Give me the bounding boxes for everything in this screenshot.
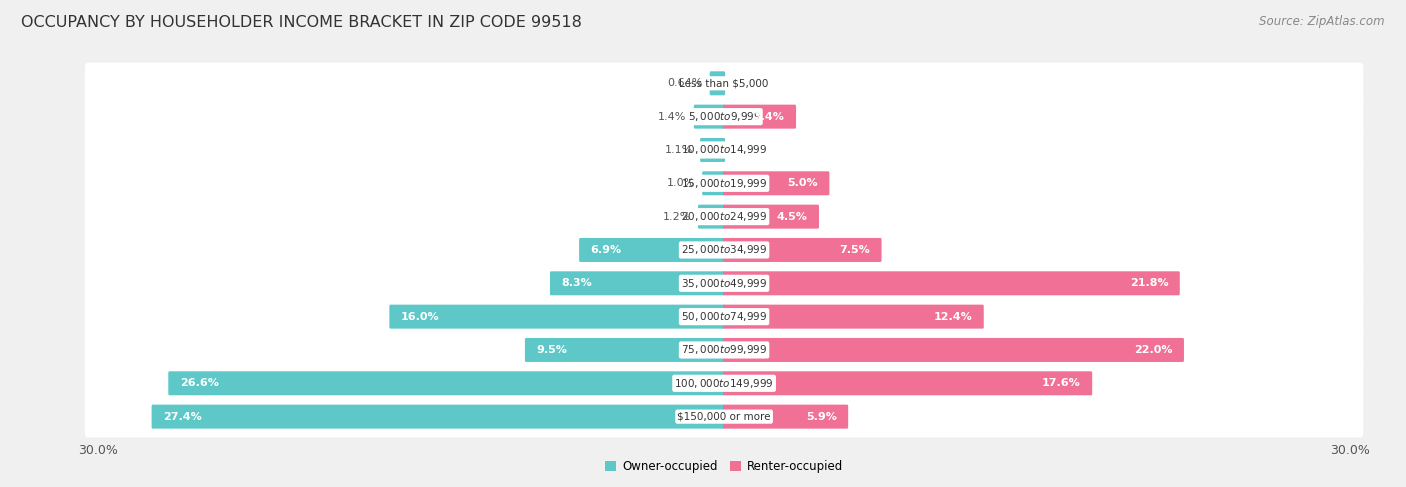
FancyBboxPatch shape xyxy=(723,271,1180,295)
Text: 3.4%: 3.4% xyxy=(754,112,785,122)
FancyBboxPatch shape xyxy=(579,238,725,262)
Text: 0.64%: 0.64% xyxy=(666,78,703,88)
FancyBboxPatch shape xyxy=(723,205,818,228)
Text: 21.8%: 21.8% xyxy=(1129,278,1168,288)
FancyBboxPatch shape xyxy=(169,371,725,395)
Text: 8.3%: 8.3% xyxy=(561,278,592,288)
Text: 12.4%: 12.4% xyxy=(934,312,973,321)
Text: 5.0%: 5.0% xyxy=(787,178,818,188)
FancyBboxPatch shape xyxy=(723,238,882,262)
Text: Less than $5,000: Less than $5,000 xyxy=(679,78,769,88)
Text: 9.5%: 9.5% xyxy=(536,345,567,355)
FancyBboxPatch shape xyxy=(693,105,725,129)
Legend: Owner-occupied, Renter-occupied: Owner-occupied, Renter-occupied xyxy=(600,455,848,477)
Text: 1.4%: 1.4% xyxy=(658,112,686,122)
Text: OCCUPANCY BY HOUSEHOLDER INCOME BRACKET IN ZIP CODE 99518: OCCUPANCY BY HOUSEHOLDER INCOME BRACKET … xyxy=(21,15,582,30)
FancyBboxPatch shape xyxy=(723,371,1092,395)
Text: Source: ZipAtlas.com: Source: ZipAtlas.com xyxy=(1260,15,1385,28)
FancyBboxPatch shape xyxy=(84,196,1364,237)
Text: $100,000 to $149,999: $100,000 to $149,999 xyxy=(675,377,773,390)
FancyBboxPatch shape xyxy=(700,138,725,162)
FancyBboxPatch shape xyxy=(84,262,1364,304)
Text: $15,000 to $19,999: $15,000 to $19,999 xyxy=(681,177,768,190)
FancyBboxPatch shape xyxy=(723,338,1184,362)
Text: $50,000 to $74,999: $50,000 to $74,999 xyxy=(681,310,768,323)
Text: $35,000 to $49,999: $35,000 to $49,999 xyxy=(681,277,768,290)
FancyBboxPatch shape xyxy=(84,163,1364,204)
Text: 6.9%: 6.9% xyxy=(591,245,621,255)
Text: $10,000 to $14,999: $10,000 to $14,999 xyxy=(681,144,768,156)
FancyBboxPatch shape xyxy=(84,296,1364,337)
FancyBboxPatch shape xyxy=(702,171,725,195)
Text: 1.2%: 1.2% xyxy=(662,212,690,222)
FancyBboxPatch shape xyxy=(723,405,848,429)
FancyBboxPatch shape xyxy=(723,171,830,195)
Text: 22.0%: 22.0% xyxy=(1135,345,1173,355)
Text: 4.5%: 4.5% xyxy=(776,212,807,222)
FancyBboxPatch shape xyxy=(84,63,1364,104)
Text: 27.4%: 27.4% xyxy=(163,412,202,422)
FancyBboxPatch shape xyxy=(550,271,725,295)
Text: $150,000 or more: $150,000 or more xyxy=(678,412,770,422)
Text: $20,000 to $24,999: $20,000 to $24,999 xyxy=(681,210,768,223)
Text: 7.5%: 7.5% xyxy=(839,245,870,255)
Text: 1.1%: 1.1% xyxy=(665,145,693,155)
FancyBboxPatch shape xyxy=(84,229,1364,271)
FancyBboxPatch shape xyxy=(84,396,1364,437)
Text: 5.9%: 5.9% xyxy=(806,412,837,422)
FancyBboxPatch shape xyxy=(723,305,984,329)
FancyBboxPatch shape xyxy=(84,329,1364,371)
FancyBboxPatch shape xyxy=(84,130,1364,170)
Text: $75,000 to $99,999: $75,000 to $99,999 xyxy=(681,343,768,356)
Text: 16.0%: 16.0% xyxy=(401,312,440,321)
FancyBboxPatch shape xyxy=(723,105,796,129)
FancyBboxPatch shape xyxy=(84,363,1364,404)
FancyBboxPatch shape xyxy=(152,405,725,429)
FancyBboxPatch shape xyxy=(524,338,725,362)
Text: $5,000 to $9,999: $5,000 to $9,999 xyxy=(688,110,761,123)
Text: $25,000 to $34,999: $25,000 to $34,999 xyxy=(681,244,768,257)
Text: 1.0%: 1.0% xyxy=(666,178,695,188)
FancyBboxPatch shape xyxy=(389,305,725,329)
Text: 26.6%: 26.6% xyxy=(180,378,218,388)
FancyBboxPatch shape xyxy=(84,96,1364,137)
Text: 17.6%: 17.6% xyxy=(1042,378,1081,388)
FancyBboxPatch shape xyxy=(697,205,725,228)
FancyBboxPatch shape xyxy=(710,71,725,95)
